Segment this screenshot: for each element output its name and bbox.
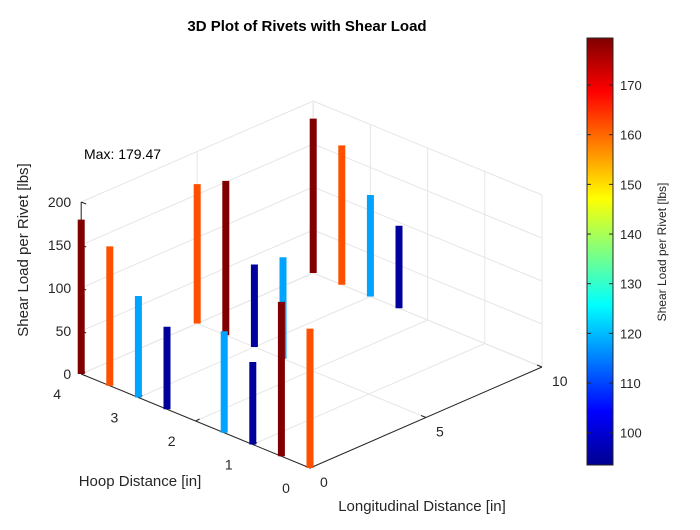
y-tick-label: 1 <box>225 457 233 473</box>
z-tick-label: 200 <box>48 194 72 210</box>
colorbar: 100 110 120 130 140 150 160 170 Shear Load per … <box>586 37 669 466</box>
colorbar-tick-label: 150 <box>620 177 642 192</box>
z-axis-label: Shear Load per Rivet [lbs] <box>15 163 32 336</box>
colorbar-tick-label: 130 <box>620 277 642 292</box>
y-tick-label: 4 <box>53 386 61 402</box>
colorbar-tick-label: 110 <box>620 376 641 391</box>
grid-line <box>252 343 485 445</box>
bars-layer <box>77 118 403 468</box>
z-tick-label: 100 <box>48 280 72 296</box>
grid-line <box>313 272 543 368</box>
colorbar-tick-label: 140 <box>620 227 642 242</box>
y-tick-label: 0 <box>282 480 290 496</box>
colorbar-ticks: 100 110 120 130 140 150 160 170 <box>587 78 642 441</box>
y-tick-label: 3 <box>111 410 119 426</box>
max-annotation: Max: 179.47 <box>84 146 161 162</box>
z-tick-mark <box>81 373 87 377</box>
chart-title: 3D Plot of Rivets with Shear Load <box>187 18 426 35</box>
grid-line <box>313 100 543 196</box>
colorbar-label: Shear Load per Rivet [lbs] <box>655 183 669 322</box>
colorbar-tick-label: 160 <box>620 128 642 143</box>
y-tick-mark <box>195 418 200 422</box>
y-tick-label: 2 <box>168 433 176 449</box>
x-tick-mark <box>536 364 543 368</box>
colorbar-tick-label: 170 <box>620 78 642 93</box>
x-tick-label: 5 <box>436 424 444 440</box>
x-tick-label: 0 <box>320 474 328 490</box>
y-axis-label: Hoop Distance [in] <box>79 473 202 490</box>
x-tick-mark <box>420 415 427 418</box>
z-tick-label: 150 <box>48 237 72 253</box>
z-tick-label: 50 <box>56 323 72 339</box>
colorbar-gradient <box>586 37 614 466</box>
colorbar-tick-label: 100 <box>620 426 642 441</box>
grid-line <box>313 143 543 239</box>
z-tick-label: 0 <box>63 366 71 382</box>
x-axis-label: Longitudinal Distance [in] <box>338 498 506 515</box>
grid-line <box>81 100 314 203</box>
grid-line <box>313 229 543 325</box>
x-tick-label: 10 <box>552 373 568 389</box>
colorbar-tick-label: 120 <box>620 326 642 341</box>
grid-line <box>313 186 543 282</box>
z-tick-mark <box>81 201 87 205</box>
